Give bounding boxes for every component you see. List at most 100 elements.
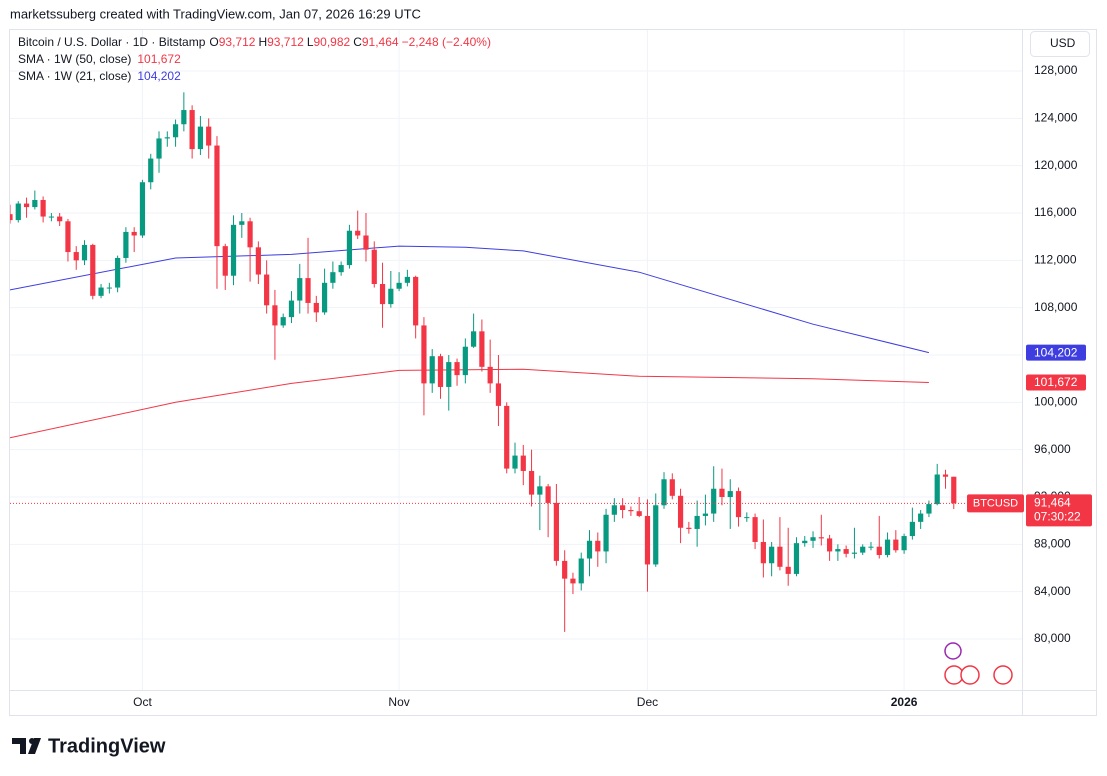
candle-body: [338, 265, 344, 273]
candle-body: [32, 199, 38, 208]
sma-price-tag: [1026, 344, 1086, 361]
y-tick-label: 128,000: [1034, 63, 1078, 77]
candle-body: [528, 470, 535, 495]
candle-body: [288, 300, 295, 318]
candle-body: [735, 491, 742, 518]
currency-box[interactable]: [1030, 31, 1090, 57]
ohlc-label: O: [209, 35, 218, 49]
candle-body: [644, 515, 651, 565]
attribution: marketssuberg created with TradingView.c…: [10, 6, 421, 21]
candle-body: [421, 325, 427, 384]
candle-body: [636, 511, 642, 516]
y-tick-label: 116,000: [1034, 205, 1077, 219]
candle-body: [677, 495, 684, 528]
candle-body: [719, 488, 725, 497]
event-icon[interactable]: [944, 642, 962, 660]
candle-body: [818, 537, 824, 539]
candle-body: [106, 287, 112, 289]
candle-body: [115, 257, 121, 288]
sma-line: [10, 245, 930, 354]
event-icon[interactable]: [960, 665, 980, 685]
chart-frame: [9, 29, 1097, 716]
sma-price-label: 101,672: [1034, 375, 1078, 389]
ohlc-label: C: [353, 35, 362, 49]
candle-body: [909, 521, 915, 537]
candle-body: [951, 476, 957, 504]
candle-body: [586, 540, 593, 559]
y-tick-label: 96,000: [1034, 442, 1071, 456]
candle-body: [537, 486, 543, 495]
ohlc-label: H: [258, 35, 267, 49]
candle-body: [793, 543, 800, 574]
candle-body: [363, 235, 369, 250]
candle-body: [868, 546, 874, 548]
event-icons: [944, 642, 1013, 685]
y-tick-label: 108,000: [1034, 300, 1078, 314]
candle-body: [123, 231, 129, 258]
candle-body: [512, 455, 518, 469]
candle-body: [611, 505, 617, 515]
candle-body: [57, 216, 63, 222]
candle-body: [835, 549, 841, 552]
candle-body: [570, 578, 576, 584]
candle-body: [454, 362, 460, 376]
candle-body: [760, 541, 766, 564]
candle-body: [181, 110, 187, 125]
candle-body: [429, 356, 435, 384]
candle-body: [479, 331, 485, 367]
candle-body: [462, 346, 468, 376]
candle-body: [321, 282, 328, 313]
y-tick-label: 112,000: [1034, 253, 1077, 267]
candle-body: [495, 383, 502, 406]
candle-body: [48, 216, 54, 218]
candle-body: [164, 137, 170, 139]
candle-body: [280, 317, 286, 326]
candle-body: [73, 252, 79, 261]
candle-body: [230, 224, 237, 276]
logo-icon: [29, 738, 35, 744]
last-price-tag: [1026, 494, 1092, 527]
candle-body: [404, 276, 410, 283]
logo: TradingView: [12, 735, 166, 757]
candle-body: [876, 546, 882, 555]
candle-body: [10, 214, 13, 221]
candle-body: [65, 221, 71, 253]
candle-body: [437, 356, 444, 387]
candle-body: [826, 538, 833, 552]
y-tick-label: 120,000: [1034, 158, 1078, 172]
candle-body: [603, 514, 609, 552]
candle-body: [255, 247, 261, 275]
x-tick-label: Nov: [388, 695, 409, 709]
symbol-tag: [967, 494, 1024, 513]
candle-body: [802, 540, 808, 544]
candle-body: [504, 405, 510, 469]
candle-body: [313, 302, 319, 313]
candle-body: [90, 244, 96, 296]
candle-body: [661, 479, 667, 506]
candle-body: [884, 539, 891, 555]
currency[interactable]: USD: [1050, 36, 1076, 50]
candle-body: [206, 126, 212, 146]
candle-body: [379, 284, 386, 305]
candle-body: [669, 479, 675, 496]
candle-body: [520, 455, 526, 471]
event-icon[interactable]: [993, 665, 1013, 685]
candle-body: [189, 110, 195, 150]
candle-body: [562, 560, 568, 579]
candle-body: [620, 505, 626, 511]
x-tick-label: Oct: [133, 695, 152, 709]
candle-body: [860, 546, 866, 553]
candle-body: [247, 221, 253, 248]
x-tick-label: 2026: [891, 695, 918, 709]
candle-body: [388, 288, 394, 305]
candle-body: [222, 246, 228, 276]
candle-body: [545, 486, 551, 503]
change: −2,248 (−2.40%): [402, 35, 491, 49]
ohlc-value: 93,712: [219, 35, 256, 49]
candle-body: [595, 540, 601, 552]
candle-body: [471, 331, 477, 347]
legend-value: 104,202: [137, 69, 181, 83]
candle-body: [727, 491, 733, 497]
